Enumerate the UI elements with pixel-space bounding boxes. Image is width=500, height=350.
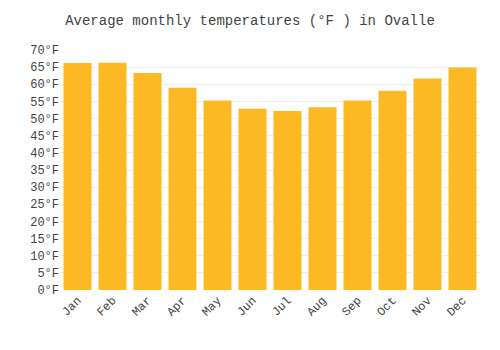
svg-text:50°F: 50°F <box>30 113 59 127</box>
svg-text:Jun: Jun <box>234 294 259 319</box>
svg-text:0°F: 0°F <box>37 284 59 298</box>
svg-text:35°F: 35°F <box>30 164 59 178</box>
svg-text:45°F: 45°F <box>30 130 59 144</box>
svg-text:60°F: 60°F <box>30 78 59 92</box>
svg-text:15°F: 15°F <box>30 233 59 247</box>
svg-text:Dec: Dec <box>444 294 469 319</box>
svg-text:May: May <box>199 294 224 319</box>
svg-text:Feb: Feb <box>94 294 119 319</box>
svg-text:10°F: 10°F <box>30 250 59 264</box>
svg-text:Nov: Nov <box>409 294 434 319</box>
svg-text:Oct: Oct <box>374 294 399 319</box>
svg-text:Aug: Aug <box>304 294 329 319</box>
svg-text:Mar: Mar <box>129 294 154 319</box>
svg-text:5°F: 5°F <box>37 267 59 281</box>
svg-text:Jan: Jan <box>59 294 84 319</box>
svg-text:30°F: 30°F <box>30 181 59 195</box>
svg-text:25°F: 25°F <box>30 198 59 212</box>
svg-text:20°F: 20°F <box>30 216 59 230</box>
svg-text:65°F: 65°F <box>30 61 59 75</box>
svg-text:Apr: Apr <box>164 294 189 319</box>
svg-text:Average monthly temperatures (: Average monthly temperatures (°F ) in Ov… <box>65 13 435 29</box>
svg-text:40°F: 40°F <box>30 147 59 161</box>
svg-text:Sep: Sep <box>339 294 364 319</box>
svg-text:70°F: 70°F <box>30 44 59 58</box>
svg-text:55°F: 55°F <box>30 96 59 110</box>
svg-text:Jul: Jul <box>269 294 294 319</box>
